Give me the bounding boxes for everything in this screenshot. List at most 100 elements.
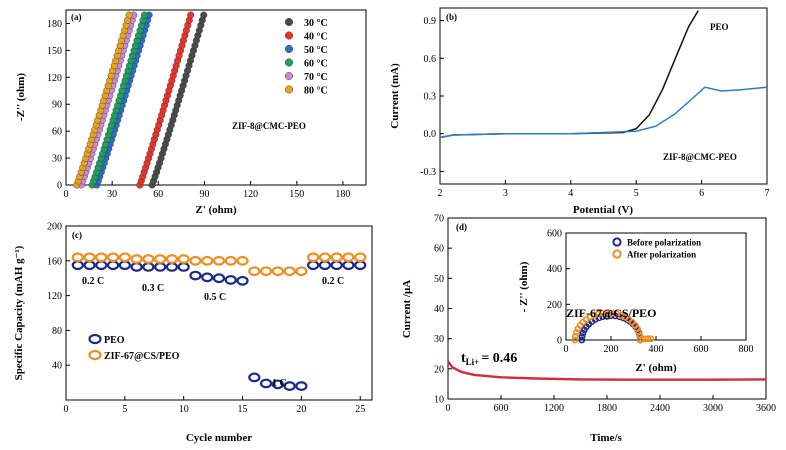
zif67-point <box>236 255 249 266</box>
peo-point <box>142 261 155 272</box>
panel-c-legend-marker <box>88 349 102 361</box>
inset-after-point <box>635 328 643 336</box>
panel-d-inset: 0 200 400 600 800 0 200 400 600 Before polarizat… <box>518 229 754 375</box>
panel-d-xtick-label: 3000 <box>703 403 723 414</box>
panel-d-xtick-label: 1800 <box>597 403 617 414</box>
panel-b-xtick-label: 5 <box>634 188 639 199</box>
panel-c: (c) 0 5 10 15 20 25 40 80 120 160 200 PEO ZIF-67@CS… <box>13 222 373 444</box>
inset-after-point <box>644 335 652 343</box>
zif67-point <box>342 252 355 263</box>
peo-curve <box>439 10 699 139</box>
panel-c-xtick-label: 15 <box>238 404 248 415</box>
panel-b-ytick-label: 0.3 <box>424 92 437 103</box>
zif67-point <box>354 252 367 263</box>
panel-b-xtick-label: 3 <box>503 188 508 199</box>
panel-a-legend-label: 60 °C <box>304 59 328 70</box>
peo-point <box>212 273 226 284</box>
peo-point <box>271 379 284 390</box>
zif67-point <box>118 252 131 263</box>
panel-b-peo-label: PEO <box>710 22 729 32</box>
inset-ylabel: - Z'' (ohm) <box>518 261 530 312</box>
peo-point <box>177 261 190 272</box>
panel-a-legend-marker <box>285 45 294 54</box>
inset-legend-label: Before polarization <box>627 238 701 248</box>
panel-c-ytick-label: 80 <box>52 326 62 337</box>
zif67-point <box>295 266 308 277</box>
panel-c-frame <box>65 225 373 401</box>
panel-d-ylabel: Current /μA <box>401 280 413 338</box>
peo-point <box>83 260 96 271</box>
panel-d-ytick-label: 30 <box>434 334 444 345</box>
panel-a-legend-marker <box>285 85 294 94</box>
inset-after-point <box>571 332 579 340</box>
panel-c-ytick-label: 160 <box>47 256 62 267</box>
peo-point <box>154 261 167 272</box>
peo-point <box>318 260 332 271</box>
panel-b-label: (b) <box>446 12 457 22</box>
zif67-point <box>142 254 155 264</box>
inset-ytick-label: 0 <box>557 336 562 347</box>
panel-a-legend-label: 70 °C <box>304 72 328 83</box>
peo-point <box>295 381 308 391</box>
panel-c-ytick-label: 120 <box>47 291 62 302</box>
inset-after-point <box>647 335 655 343</box>
peo-point <box>95 260 108 271</box>
inset-ytick-label: 200 <box>547 300 562 311</box>
panel-a-xtick-label: 90 <box>199 189 209 200</box>
panel-d-xtick-label: 2400 <box>650 403 670 414</box>
peo-point <box>354 260 367 271</box>
panel-b-xtick-label: 2 <box>438 188 443 199</box>
inset-xtick-label: 200 <box>604 344 619 355</box>
inset-xtick-label: 400 <box>649 344 664 355</box>
zif67-point <box>224 255 237 266</box>
panel-c-legend-label: PEO <box>104 335 125 346</box>
transference-t: t <box>461 351 466 366</box>
panel-d: (d) 0 600 1200 1800 2400 3000 3600102030405060… <box>401 214 776 445</box>
panel-a-point <box>141 11 149 19</box>
panel-b-ytick-label: 0.0 <box>424 129 437 140</box>
zif67-point <box>95 252 108 263</box>
transference-value: = 0.46 <box>481 351 517 366</box>
panel-d-ytick-label: 40 <box>434 304 444 315</box>
panel-a-annotation: ZIF-8@CMC-PEO <box>232 121 306 131</box>
inset-legend-marker <box>612 237 622 247</box>
panel-a-ytick-label: 150 <box>47 46 62 57</box>
zif67-point <box>330 252 343 263</box>
panel-a-xtick-label: 60 <box>153 189 163 200</box>
peo-point <box>259 378 273 389</box>
panel-a-point <box>200 11 208 19</box>
panel-a-xlabel: Z' (ohm) <box>195 204 237 216</box>
inset-ytick-label: 400 <box>547 264 562 275</box>
panel-a-point <box>187 11 195 19</box>
panel-c-legend-label: ZIF-67@CS/PEO <box>104 351 180 362</box>
panel-b-ytick-label: 0.6 <box>424 54 437 65</box>
panel-b: (b) 2 3 4 5 6 7 -0.3 0.0 0.3 0.6 0.9 PEO ZIF-8@CMC… <box>389 7 770 216</box>
panel-d-xtick-label: 0 <box>446 403 451 414</box>
panel-d-ytick-label: 60 <box>434 244 444 255</box>
panel-c-xtick-label: 25 <box>355 404 365 415</box>
panel-d-xtick-label: 600 <box>494 403 509 414</box>
peo-point <box>106 260 120 271</box>
panel-b-ytick-label: 0.9 <box>424 16 437 27</box>
panel-c-ytick-label: 40 <box>52 361 62 372</box>
panel-b-xtick-label: 4 <box>568 188 573 199</box>
panel-a-legend-label: 40 °C <box>304 32 328 43</box>
panel-a-ytick-label: 60 <box>52 127 62 138</box>
inset-before-point <box>579 329 587 337</box>
panel-d-ytick-label: 10 <box>434 395 444 406</box>
panel-a-ytick-label: 90 <box>52 100 62 111</box>
panel-a-legend-marker <box>285 71 294 80</box>
panel-a-ytick-label: 180 <box>47 19 62 30</box>
zif67-point <box>130 254 143 264</box>
panel-c-xtick-label: 0 <box>64 404 69 415</box>
panel-b-xtick-label: 6 <box>699 188 704 199</box>
zif67-point <box>248 266 261 277</box>
zif67-point <box>212 255 226 266</box>
panel-a-xtick-label: 120 <box>243 189 258 200</box>
panel-a-legend-label: 50 °C <box>304 45 328 56</box>
zif67-point <box>271 266 284 277</box>
panel-d-ytick-label: 70 <box>434 214 444 225</box>
panel-b-zif-label: ZIF-8@CMC-PEO <box>663 152 737 162</box>
inset-annotation: ZIF-67@CS/PEO <box>566 306 657 320</box>
transference-number: tLi+ = 0.46 <box>461 351 517 367</box>
